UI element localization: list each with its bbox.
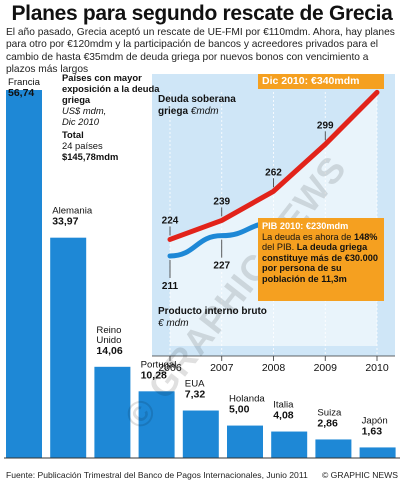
callout-per-capita: La deuda griega constituye más de €30.00…: [262, 242, 378, 284]
bar-category-label-1: Alemania: [52, 206, 93, 217]
bar-value-label-2: 14,06: [96, 345, 122, 357]
x-axis-ticks: 2006 2007 2008 2009 2010: [152, 355, 395, 374]
x-tick-label-2: 2008: [262, 362, 286, 374]
bar-category-label-8: Japón: [362, 415, 388, 426]
gdp-unit: € mdm: [158, 317, 189, 329]
bar-value-label-0: 56,74: [8, 87, 34, 99]
bar-value-label-3: 10,28: [141, 369, 167, 381]
legend-total-value: $145,78mdm: [62, 151, 119, 162]
debt-value-label-0: 224: [162, 215, 179, 226]
subtitle: El año pasado, Grecia aceptó un rescate …: [6, 27, 395, 76]
bar-category-label-7: Suiza: [317, 407, 342, 418]
legend-heading: Países con mayor exposición a la deuda g…: [62, 72, 160, 105]
debt-unit: €mdm: [190, 105, 219, 117]
bar-2: [94, 366, 131, 458]
credit: © GRAPHIC NEWS: [321, 470, 398, 480]
x-tick-label-4: 2010: [365, 362, 389, 374]
bar-category-label-3: Portugal: [141, 359, 177, 370]
bar-category-label-0: Francia: [8, 77, 41, 88]
page-title: Planes para segundo rescate de Grecia: [11, 2, 393, 25]
bar-value-label-6: 4,08: [273, 410, 294, 422]
callout-text-2: del PIB.: [262, 242, 295, 253]
legend-date: Dic 2010: [62, 116, 100, 127]
debt-2010-badge: Dic 2010: €340mdm: [258, 74, 384, 89]
bar-legend: Países con mayor exposición a la deuda g…: [62, 72, 162, 162]
bar-3: [138, 391, 175, 458]
bar-category-label-6: Italia: [273, 400, 294, 411]
gdp-series-label: Producto interno bruto € mdm: [158, 306, 268, 329]
bar-category-label-2: Reino: [96, 325, 121, 336]
bar-5: [227, 425, 263, 458]
bar-category-label-5: Holanda: [229, 394, 265, 405]
x-tick-label-3: 2009: [314, 362, 338, 374]
callout-ratio: 148%: [353, 231, 378, 242]
bar-4: [182, 410, 219, 458]
bar-7: [315, 439, 352, 458]
debt-value-label-3: 299: [317, 120, 334, 131]
gdp-callout: PIB 2010: €230mdm La deuda es ahora de 1…: [258, 218, 384, 301]
debt-value-label-2: 262: [265, 167, 282, 178]
bar-value-label-4: 7,32: [185, 389, 206, 401]
callout-head: PIB 2010: €230mdm: [262, 221, 349, 231]
source-note: Fuente: Publicación Trimestral del Banco…: [6, 470, 308, 480]
bar-value-label-8: 1,63: [362, 425, 383, 437]
debt-series-label: Deuda soberana griega €mdm: [158, 94, 268, 117]
x-tick-label-0: 2006: [158, 362, 182, 374]
legend-total-count: 24 países: [62, 140, 103, 151]
callout-text-1: La deuda es ahora de: [262, 231, 352, 242]
bar-category-label-2: Unido: [96, 335, 121, 346]
bar-category-label-4: EUA: [185, 379, 205, 390]
gdp-value-label-1: 227: [213, 261, 230, 272]
bar-value-label-1: 33,97: [52, 216, 78, 228]
bar-1: [50, 237, 87, 458]
debt-line: [167, 89, 380, 242]
bar-value-label-7: 2,86: [317, 417, 338, 429]
debt-value-label-1: 239: [213, 196, 230, 207]
bar-0: [6, 90, 42, 458]
debt-label: Deuda soberana griega: [158, 94, 236, 117]
bar-8: [359, 447, 396, 458]
bar-value-label-5: 5,00: [229, 404, 250, 416]
bar-6: [271, 431, 308, 458]
x-tick-label-1: 2007: [210, 362, 234, 374]
gdp-value-label-0: 211: [162, 281, 179, 292]
gdp-label: Producto interno bruto: [158, 306, 267, 317]
legend-total-label: Total: [62, 129, 84, 140]
legend-unit: US$ mdm,: [62, 105, 107, 116]
